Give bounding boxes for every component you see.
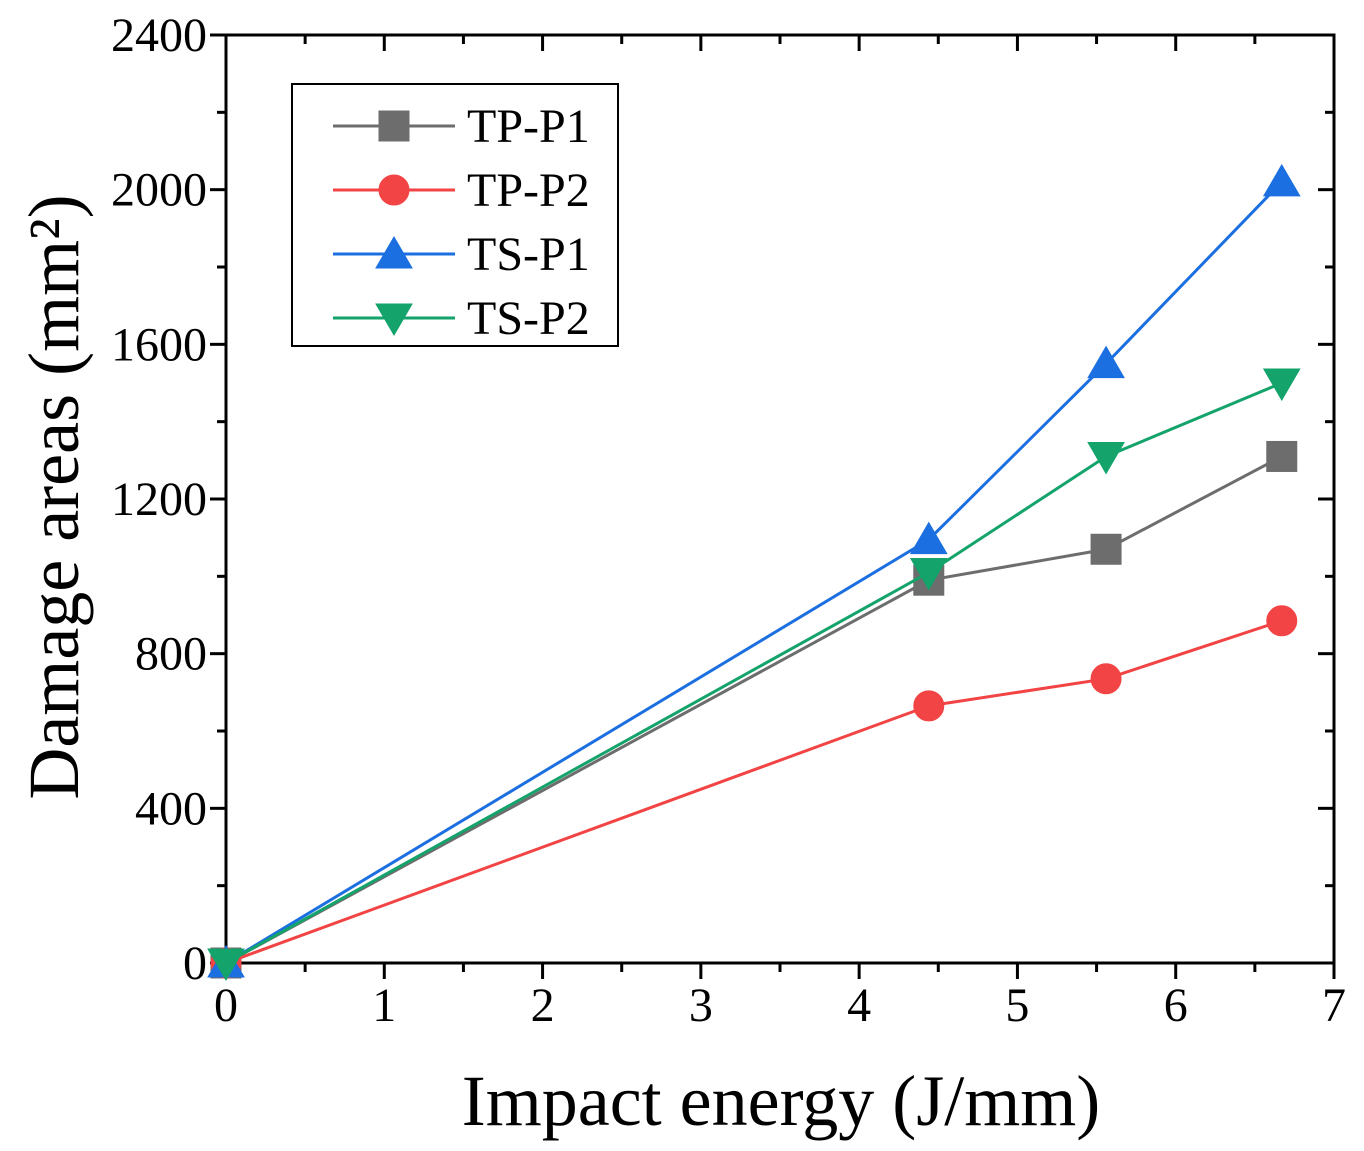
data-point-tp-p1 <box>1266 440 1298 472</box>
y-tick-label: 2400 <box>111 9 207 62</box>
y-axis-label: Damage areas (mm²) <box>14 194 94 799</box>
data-point-ts-p2 <box>207 948 245 981</box>
y-tick-label: 800 <box>135 628 207 681</box>
legend-entry-tp-p2: TP-P2 <box>333 164 590 217</box>
series-line-ts-p1 <box>225 180 1283 965</box>
data-point-tp-p1 <box>1090 533 1122 565</box>
data-point-ts-p2 <box>1262 368 1301 401</box>
legend-entry-ts-p2: TS-P2 <box>333 292 590 345</box>
y-tick-label: 0 <box>183 937 207 990</box>
x-tick-label: 1 <box>372 979 396 1032</box>
series-tp-p2 <box>210 605 1298 979</box>
legend-frame <box>291 83 619 347</box>
y-tick-label: 1600 <box>111 318 207 371</box>
series-line-tp-p2 <box>225 619 1283 965</box>
data-point-ts-p1 <box>909 521 948 555</box>
data-point-ts-p1 <box>1087 345 1125 379</box>
legend-entry-ts-p1: TS-P1 <box>333 228 590 281</box>
legend-label-ts-p2: TS-P2 <box>467 292 590 345</box>
data-point-ts-p1 <box>1262 163 1301 197</box>
legend-marker-ts-p1 <box>375 236 413 269</box>
series-line-tp-p1 <box>225 455 1283 965</box>
legend-label-ts-p1: TS-P1 <box>467 228 590 281</box>
x-tick-label: 3 <box>689 979 713 1032</box>
x-tick-label: 7 <box>1322 979 1346 1032</box>
x-tick-label: 2 <box>531 979 555 1032</box>
x-tick-label: 6 <box>1164 979 1188 1032</box>
data-point-tp-p2 <box>1266 605 1298 637</box>
x-axis-label: Impact energy (J/mm) <box>462 1061 1100 1141</box>
axis-tick-labels: 0 1 2 3 4 5 6 7 0 400 800 1200 1600 2000 2400 <box>111 9 1346 1032</box>
legend-marker-tp-p1 <box>378 110 410 142</box>
legend-marker-ts-p2 <box>375 303 413 336</box>
x-tick-label: 0 <box>214 979 238 1032</box>
x-tick-label: 4 <box>847 979 871 1032</box>
legend-label-tp-p1: TP-P1 <box>467 100 590 153</box>
y-tick-label: 2000 <box>111 164 207 217</box>
x-tick-label: 5 <box>1005 979 1029 1032</box>
legend-label-tp-p2: TP-P2 <box>467 164 590 217</box>
series-ts-p2 <box>207 368 1301 981</box>
legend-marker-tp-p2 <box>378 174 410 206</box>
legend-entry-tp-p1: TP-P1 <box>333 100 590 153</box>
data-series <box>207 163 1301 981</box>
y-tick-label: 1200 <box>111 473 207 526</box>
data-point-ts-p2 <box>909 557 948 591</box>
series-line-ts-p2 <box>225 381 1283 965</box>
data-point-tp-p2 <box>913 690 945 722</box>
data-point-ts-p2 <box>1087 441 1125 475</box>
legend: TP-P1 TP-P2 TS-P1 TS-P2 <box>291 83 619 347</box>
y-tick-label: 400 <box>135 782 207 835</box>
data-point-tp-p2 <box>1090 663 1122 695</box>
